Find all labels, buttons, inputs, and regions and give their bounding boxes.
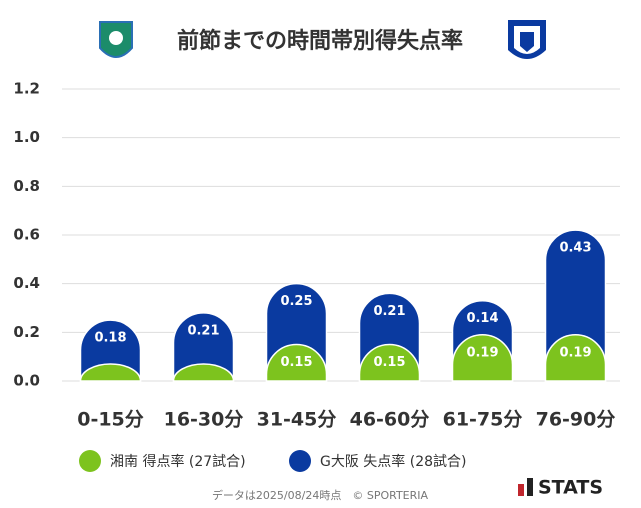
y-tick-label: 0.0 — [13, 372, 40, 390]
value-label: 0.21 — [373, 304, 405, 319]
bar-segment — [265, 343, 328, 382]
bar-segment — [544, 334, 607, 382]
value-label: 0.14 — [466, 311, 498, 326]
chart-title: 前節までの時間帯別得失点率 — [177, 28, 463, 54]
x-tick-label: 0-15分 — [77, 409, 144, 431]
x-tick-label: 16-30分 — [164, 409, 244, 431]
value-label: 0.18 — [94, 331, 126, 346]
brand: STATS — [538, 477, 603, 499]
y-tick-label: 1.0 — [13, 128, 40, 146]
x-tick-label: 76-90分 — [536, 409, 616, 431]
value-label: 0.21 — [187, 323, 219, 338]
bar-segment — [172, 363, 235, 382]
y-tick-label: 0.8 — [13, 177, 40, 195]
away-logo — [508, 20, 546, 59]
y-tick-label: 0.2 — [13, 323, 40, 341]
bar-segment — [172, 312, 235, 382]
bar-segment — [451, 334, 514, 382]
x-tick-label: 61-75分 — [443, 409, 523, 431]
x-tick-label: 31-45分 — [257, 409, 337, 431]
bar-segment — [79, 363, 142, 382]
value-label: 0.19 — [466, 345, 498, 360]
value-label: 0.25 — [280, 294, 312, 309]
bar-segment — [358, 343, 421, 382]
y-tick-label: 1.2 — [13, 80, 40, 98]
legend-label: G大阪 失点率 (28試合) — [320, 453, 467, 470]
value-label: 0.15 — [280, 355, 312, 370]
value-label: 0.19 — [559, 345, 591, 360]
value-label: 0.43 — [559, 241, 591, 256]
brand-icon — [518, 484, 524, 496]
x-tick-label: 46-60分 — [350, 409, 430, 431]
brand-icon — [527, 478, 533, 496]
value-label: 0.15 — [373, 355, 405, 370]
home-logo — [99, 21, 133, 58]
legend-marker — [289, 450, 311, 472]
footer: データは2025/08/24時点 © SPORTERIA — [212, 488, 429, 502]
y-tick-label: 0.4 — [13, 274, 40, 292]
legend-label: 湘南 得点率 (27試合) — [110, 453, 246, 470]
legend-marker — [79, 450, 101, 472]
y-tick-label: 0.6 — [13, 226, 40, 244]
